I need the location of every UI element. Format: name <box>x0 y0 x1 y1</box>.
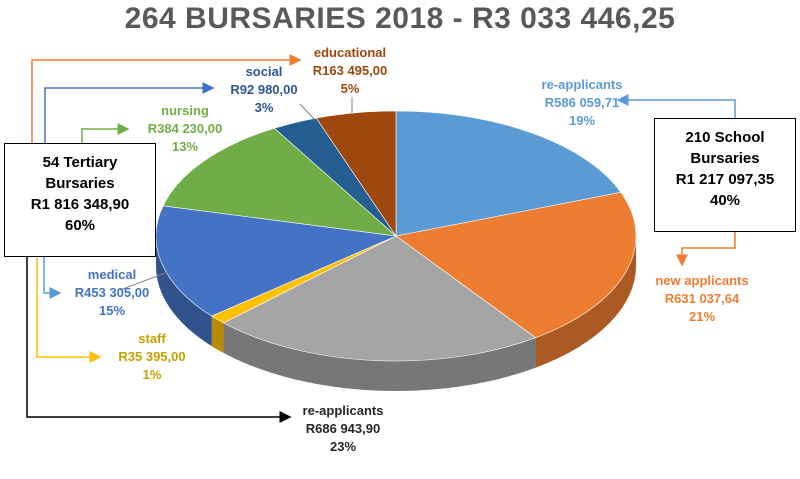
leader-educational <box>31 54 302 143</box>
label-amount: R586 059,71 <box>544 95 620 110</box>
slice-side-tertiary-re-applicants <box>223 322 536 391</box>
label-percent: 3% <box>254 100 274 115</box>
slice-tertiary-re-applicants <box>222 235 537 362</box>
leader-nursing <box>81 123 130 143</box>
leader-social-slice <box>299 103 316 121</box>
slice-school-re-applicants <box>395 110 622 237</box>
label-amount: R686 943,90 <box>305 421 381 436</box>
pie-side-walls <box>156 236 636 391</box>
leader-social <box>44 82 215 143</box>
label-name: educational <box>313 45 387 60</box>
label-name: staff <box>138 331 166 346</box>
label-name: nursing <box>161 103 209 118</box>
slice-side-school-new-applicants <box>535 236 636 368</box>
tertiary-amount: R1 816 348,90 <box>30 196 130 213</box>
chart-title: 264 BURSARIES 2018 - R3 033 446,25 <box>124 2 676 35</box>
school-bursaries-box: 210 School Bursaries R1 217 097,35 40% <box>654 118 796 232</box>
label-re-applicants-school: re-applicants R586 059,71 19% <box>522 76 642 130</box>
tertiary-line2: Bursaries <box>45 175 115 192</box>
slice-side-tertiary-staff <box>211 316 224 353</box>
leader-lines <box>26 54 736 423</box>
slice-tertiary-nursing <box>162 127 397 237</box>
label-name: social <box>245 64 283 79</box>
label-percent: 15% <box>98 303 126 318</box>
label-percent: 5% <box>340 81 360 96</box>
label-educational: educational R163 495,00 5% <box>300 44 400 98</box>
label-name: re-applicants <box>541 77 623 92</box>
school-line2: Bursaries <box>690 150 760 167</box>
slice-school-new-applicants <box>395 191 637 339</box>
label-amount: R35 395,00 <box>118 349 186 364</box>
tertiary-line1: 54 Tertiary <box>42 154 118 171</box>
leader-medical <box>43 257 62 299</box>
tertiary-percent: 60% <box>64 217 96 234</box>
school-percent: 40% <box>709 192 741 209</box>
label-nursing: nursing R384 230,00 13% <box>130 102 240 156</box>
leader-new-applicants <box>676 232 736 267</box>
label-percent: 23% <box>329 439 357 454</box>
slice-tertiary-educational <box>315 110 397 237</box>
label-staff: staff R35 395,00 1% <box>102 330 202 384</box>
school-line1: 210 School <box>685 129 765 146</box>
label-amount: R453 305,00 <box>74 285 150 300</box>
label-amount: R163 495,00 <box>312 63 388 78</box>
label-re-applicants-tertiary: re-applicants R686 943,90 23% <box>283 402 403 456</box>
label-percent: 13% <box>171 139 199 154</box>
label-name: new applicants <box>655 273 749 288</box>
label-name: medical <box>87 267 137 282</box>
leader-medical-slice <box>119 271 169 291</box>
tertiary-bursaries-box: 54 Tertiary Bursaries R1 816 348,90 60% <box>4 143 156 257</box>
leader-re-applicants-tertiary <box>26 257 292 423</box>
label-amount: R384 230,00 <box>147 121 223 136</box>
pie-top-faces <box>155 110 637 362</box>
label-percent: 19% <box>568 113 596 128</box>
label-new-applicants: new applicants R631 037,64 21% <box>632 272 772 326</box>
label-amount: R92 980,00 <box>230 82 298 97</box>
slice-tertiary-medical <box>155 205 398 317</box>
label-percent: 1% <box>142 367 162 382</box>
leader-staff <box>36 257 102 363</box>
label-amount: R631 037,64 <box>664 291 740 306</box>
slice-side-tertiary-medical <box>156 236 212 347</box>
label-name: re-applicants <box>302 403 384 418</box>
school-amount: R1 217 097,35 <box>675 171 775 188</box>
label-social: social R92 980,00 3% <box>214 63 314 117</box>
leader-re-applicants-school <box>616 94 736 118</box>
label-percent: 21% <box>688 309 716 324</box>
label-medical: medical R453 305,00 15% <box>62 266 162 320</box>
